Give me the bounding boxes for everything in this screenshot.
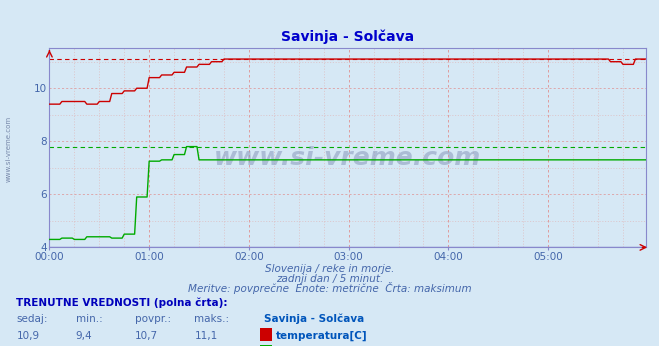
Text: zadnji dan / 5 minut.: zadnji dan / 5 minut. [276, 274, 383, 284]
Text: 10,9: 10,9 [16, 331, 40, 341]
Title: Savinja - Solčava: Savinja - Solčava [281, 30, 415, 45]
Text: Slovenija / reke in morje.: Slovenija / reke in morje. [265, 264, 394, 274]
Text: www.si-vreme.com: www.si-vreme.com [214, 146, 481, 170]
Text: www.si-vreme.com: www.si-vreme.com [5, 116, 12, 182]
Text: maks.:: maks.: [194, 314, 229, 324]
Text: temperatura[C]: temperatura[C] [275, 331, 367, 342]
Text: povpr.:: povpr.: [135, 314, 171, 324]
Text: min.:: min.: [76, 314, 103, 324]
Text: sedaj:: sedaj: [16, 314, 48, 324]
Text: 9,4: 9,4 [76, 331, 92, 341]
Text: Meritve: povprečne  Enote: metrične  Črta: maksimum: Meritve: povprečne Enote: metrične Črta:… [188, 282, 471, 294]
Text: Savinja - Solčava: Savinja - Solčava [264, 313, 364, 324]
Text: TRENUTNE VREDNOSTI (polna črta):: TRENUTNE VREDNOSTI (polna črta): [16, 298, 228, 308]
Text: 11,1: 11,1 [194, 331, 217, 341]
Text: 10,7: 10,7 [135, 331, 158, 341]
